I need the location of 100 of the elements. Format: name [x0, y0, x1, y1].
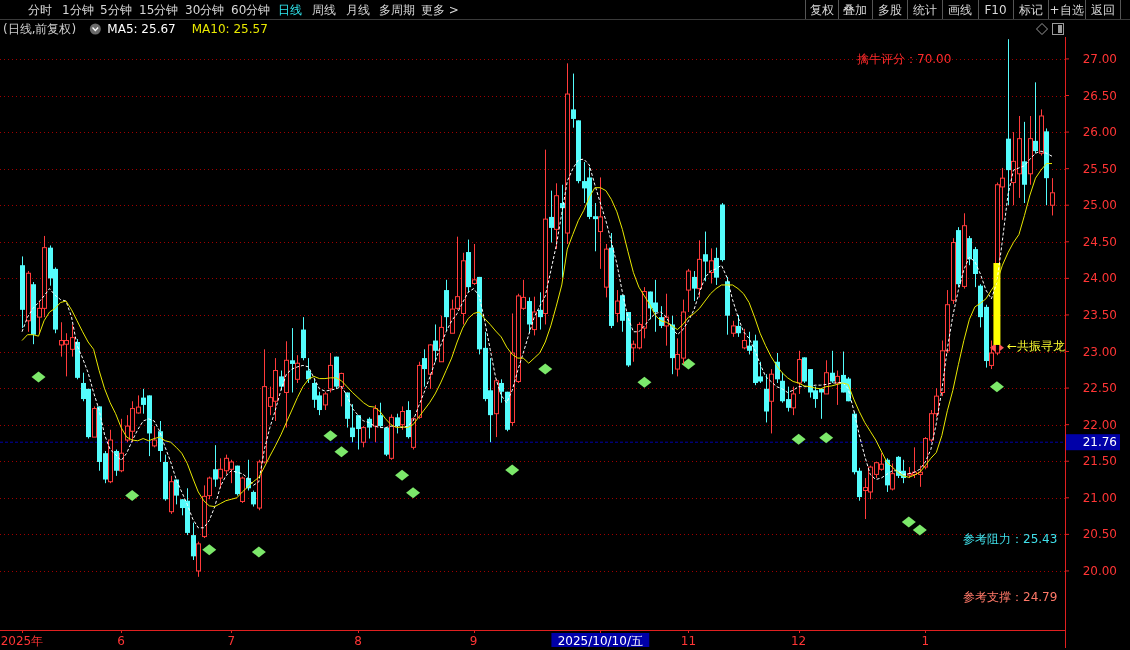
y-tick-label: 22.50	[1082, 381, 1117, 396]
point	[505, 464, 520, 476]
y-tick-label: 24.00	[1082, 271, 1117, 286]
x-tick-label: 6	[117, 633, 125, 648]
candlestick	[709, 247, 714, 284]
point	[125, 490, 140, 502]
text: 统计	[912, 3, 937, 17]
candlestick	[686, 268, 691, 313]
y-tick-label: 26.50	[1082, 88, 1117, 103]
text: 日线	[278, 3, 302, 17]
text: 月线	[346, 3, 370, 17]
text: 复权	[809, 3, 834, 17]
y-tick-label: 24.50	[1082, 234, 1117, 249]
candlestick	[824, 359, 829, 395]
y-tick-label: 23.50	[1082, 307, 1117, 322]
text: 15分钟	[139, 3, 179, 17]
candlestick	[1033, 81, 1038, 154]
text: 返回	[1090, 3, 1115, 17]
text: F10	[984, 3, 1007, 17]
candlestick	[361, 425, 366, 448]
x-tick-label: 11	[680, 633, 697, 648]
point	[989, 381, 1004, 393]
x-tick-label: 7	[227, 633, 236, 648]
point	[31, 371, 46, 383]
x-tick-label: 8	[354, 633, 362, 648]
text: 5分钟	[100, 3, 132, 17]
candlestick	[791, 386, 796, 416]
candlestick	[1022, 121, 1027, 204]
text: 周线	[312, 3, 336, 17]
candlestick	[736, 314, 741, 338]
candlestick	[527, 296, 532, 334]
point	[395, 469, 410, 481]
legend-label: MA5: 25.67	[107, 22, 176, 36]
candlestick	[797, 350, 802, 395]
candlestick	[295, 354, 300, 384]
annotation: 参考支撑：24.79	[963, 590, 1058, 604]
text: 多股	[877, 3, 902, 17]
y-tick-label: 27.00	[1082, 51, 1117, 66]
text: 1分钟	[62, 3, 94, 17]
x-tick-label: 9	[469, 633, 478, 648]
candlestick	[538, 291, 543, 331]
candlestick	[830, 350, 835, 384]
candlestick	[764, 373, 769, 423]
text: MA10: 25.57	[191, 22, 268, 36]
point	[323, 430, 338, 442]
candlestick	[400, 405, 405, 431]
candlestick	[119, 418, 124, 473]
text: 标记	[1017, 3, 1043, 17]
x-tick-label: 2025年	[0, 633, 44, 648]
text: 更多 >	[421, 3, 459, 17]
point	[819, 432, 834, 444]
text: 叠加	[843, 3, 867, 17]
candlestick	[323, 391, 328, 411]
candlestick	[328, 352, 333, 393]
y-tick-label: 23.00	[1082, 344, 1117, 359]
point	[406, 487, 421, 499]
candlestick	[373, 404, 378, 443]
candlestick	[191, 522, 196, 561]
candlestick	[692, 270, 697, 302]
text: 60分钟	[231, 3, 271, 17]
y-tick-label: 20.00	[1082, 563, 1117, 578]
candlestick	[499, 378, 504, 404]
x-tick-label: 12	[790, 633, 807, 648]
x-tick-label: 1	[921, 633, 930, 648]
point	[251, 546, 266, 558]
candlestick	[703, 231, 708, 282]
candlestick	[422, 348, 427, 388]
point	[334, 446, 349, 458]
y-tick-label: 21.50	[1082, 454, 1117, 469]
candlestick	[472, 243, 477, 286]
y-tick-label: 25.00	[1082, 198, 1117, 213]
candlestick	[598, 176, 603, 270]
point	[202, 544, 217, 556]
candlestick	[532, 296, 537, 336]
annotation: 参考阻力：25.43	[963, 532, 1058, 546]
candlestick	[290, 327, 295, 393]
candlestick	[549, 190, 554, 244]
y-tick-label: 22.00	[1082, 417, 1117, 432]
x-tick-label: 2025/10/10/五	[557, 633, 643, 648]
candlestick	[615, 289, 620, 323]
candlestick	[395, 413, 400, 434]
point	[791, 433, 806, 445]
candlestick	[1050, 177, 1055, 216]
text: +自选	[1049, 3, 1084, 17]
annotation: ←共振寻龙	[1007, 339, 1066, 353]
text: 画线	[948, 3, 972, 17]
y-tick-label: 21.00	[1082, 490, 1117, 505]
text: 分时	[28, 3, 52, 17]
y-tick-label: 26.00	[1082, 125, 1117, 140]
candlestick	[114, 449, 119, 477]
point	[901, 516, 916, 528]
annotation: 擒牛评分：70.00	[857, 52, 952, 66]
point	[681, 358, 696, 370]
text: 多周期	[379, 3, 415, 17]
point	[637, 376, 652, 388]
point	[912, 524, 927, 536]
chart-title: (日线,前复权)	[3, 22, 77, 36]
y-tick-label: 20.50	[1082, 527, 1117, 542]
point	[538, 363, 553, 375]
candlestick	[835, 370, 840, 406]
